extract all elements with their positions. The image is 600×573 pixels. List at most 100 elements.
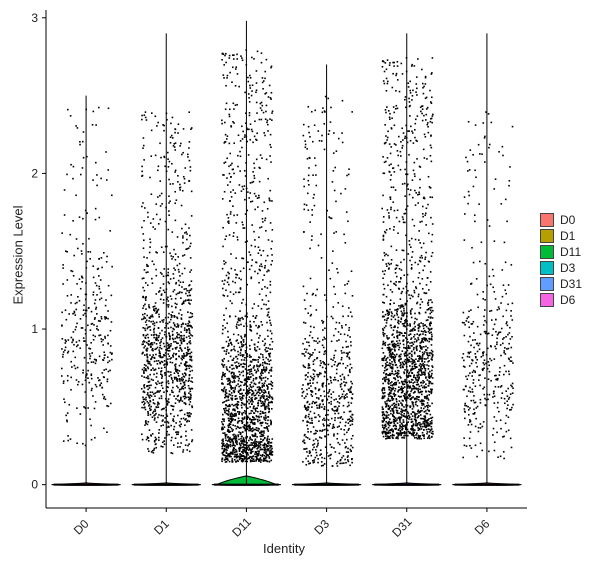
data-point [346,432,348,434]
data-point [249,384,251,386]
data-point [269,397,271,399]
data-point [343,455,345,457]
data-point [415,83,417,85]
data-point [223,449,225,451]
data-point [431,118,433,120]
data-point [417,423,419,425]
data-point [182,323,184,325]
data-point [422,363,424,365]
data-point [263,435,265,437]
data-point [159,219,161,221]
data-point [383,334,385,336]
data-point [385,314,387,316]
data-point [426,284,428,286]
data-point [190,243,192,245]
data-point [316,401,318,403]
data-point [163,125,165,127]
data-point [155,354,157,356]
data-point [425,346,427,348]
data-point [157,196,159,198]
data-point [145,330,147,332]
data-point [180,340,182,342]
data-point [264,446,266,448]
data-point [228,399,230,401]
data-point [265,392,267,394]
data-point [186,354,188,356]
data-point [221,389,223,391]
data-point [430,309,432,311]
data-point [404,394,406,396]
data-point [72,178,74,180]
data-point [246,381,248,383]
data-point [401,127,403,129]
data-point [237,236,239,238]
data-point [85,282,87,284]
data-point [180,383,182,385]
data-point [249,85,251,87]
data-point [144,387,146,389]
data-point [228,57,230,59]
data-point [416,432,418,434]
data-point [240,155,242,157]
data-point [261,226,263,228]
data-point [184,384,186,386]
data-point [190,365,192,367]
data-point [181,154,183,156]
data-point [262,454,264,456]
data-point [167,306,169,308]
data-point [233,368,235,370]
data-point [264,286,266,288]
data-point [151,316,153,318]
data-point [389,430,391,432]
data-point [338,395,340,397]
data-point [418,323,420,325]
data-point [170,361,172,363]
data-point [382,395,384,397]
data-point [177,399,179,401]
data-point [267,359,269,361]
data-point [71,337,73,339]
data-point [266,366,268,368]
data-point [385,325,387,327]
data-point [177,175,179,177]
data-point [420,368,422,370]
data-point [382,383,384,385]
data-point [402,323,404,325]
data-point [222,432,224,434]
data-point [156,214,158,216]
data-point [182,400,184,402]
data-point [269,356,271,358]
data-point [174,202,176,204]
data-point [261,110,263,112]
data-point [393,337,395,339]
data-point [163,440,165,442]
data-point [222,374,224,376]
data-point [411,388,413,390]
data-point [107,169,109,171]
data-point [144,341,146,343]
data-point [191,405,193,407]
data-point [395,108,397,110]
data-point [254,444,256,446]
data-point [169,336,171,338]
data-point [271,388,273,390]
data-point [188,290,190,292]
data-point [164,334,166,336]
data-point [327,392,329,394]
data-point [167,323,169,325]
data-point [265,380,267,382]
data-point [253,181,255,183]
data-point [175,377,177,379]
data-point [176,379,178,381]
data-point [224,191,226,193]
data-point [228,431,230,433]
data-point [250,398,252,400]
data-point [316,382,318,384]
data-point [269,344,271,346]
data-point [253,175,255,177]
data-point [94,408,96,410]
data-point [80,318,82,320]
x-tick-label: D11 [229,515,254,540]
data-point [323,391,325,393]
data-point [102,344,104,346]
